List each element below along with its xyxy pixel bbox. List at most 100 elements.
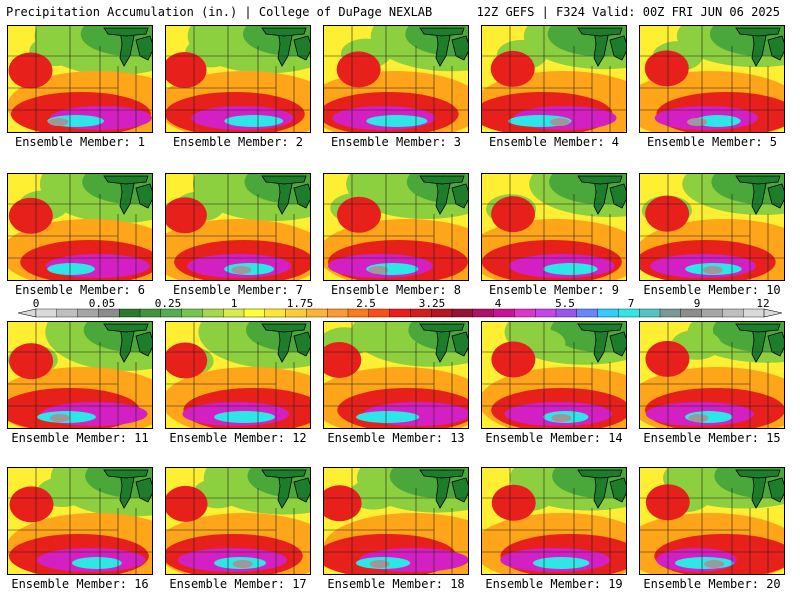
lake-superior [103, 27, 149, 37]
member-caption-label: Ensemble Member: [14, 135, 131, 149]
colorbar-swatch [555, 308, 578, 318]
member-number: 20 [766, 577, 781, 591]
member-caption-label: Ensemble Member: [14, 283, 131, 297]
ensemble-member-map [7, 467, 153, 575]
ensemble-member-map [639, 173, 785, 281]
ensemble-member-map [481, 321, 627, 429]
member-caption-label: Ensemble Member: [169, 577, 285, 591]
field-red-west [491, 341, 536, 378]
colorbar-tick-label: 0 [33, 297, 40, 310]
precip-field [8, 26, 152, 132]
field-cyan [224, 115, 284, 127]
precip-field [640, 174, 784, 280]
member-caption-label: Ensemble Member: [646, 135, 763, 149]
precip-field [166, 174, 310, 280]
colorbar-swatch [576, 308, 599, 318]
colorbar-swatch [597, 308, 619, 318]
ensemble-member-map [165, 321, 311, 429]
member-number: 17 [292, 577, 307, 591]
lake-huron [293, 35, 310, 61]
member-caption-label: Ensemble Member: [169, 431, 285, 445]
colorbar-swatch [493, 308, 515, 318]
member-caption: Ensemble Member: 1 [1, 135, 159, 149]
precip-field [640, 26, 784, 132]
member-number: 14 [608, 431, 623, 445]
member-caption: Ensemble Member: 9 [475, 283, 633, 297]
field-gray [688, 414, 709, 422]
lake-superior [735, 469, 781, 479]
precip-field [640, 468, 784, 574]
ensemble-member-map [481, 25, 627, 133]
member-caption-label: Ensemble Member: [643, 577, 759, 591]
ensemble-member-map [7, 25, 153, 133]
colorbar-swatch [160, 308, 183, 318]
precip-field [8, 174, 152, 280]
field-red-west [491, 484, 536, 521]
field-gray [368, 266, 389, 274]
precip-field [482, 174, 626, 280]
field-gray [687, 118, 708, 126]
member-caption: Ensemble Member: 6 [1, 283, 159, 297]
colorbar-swatch [659, 308, 682, 318]
lake-huron [451, 35, 468, 61]
lake-superior [261, 175, 307, 185]
member-caption-label: Ensemble Member: [485, 577, 601, 591]
lake-superior [261, 27, 307, 37]
lake-superior [261, 323, 307, 333]
member-caption: Ensemble Member: 4 [475, 135, 633, 149]
colorbar-swatch [306, 308, 328, 318]
field-cyan [47, 263, 95, 275]
colorbar-swatch [618, 308, 640, 318]
colorbar-swatch [56, 308, 79, 318]
colorbar-swatch [327, 308, 349, 318]
lake-huron [451, 331, 468, 357]
colorbar-swatch [264, 308, 287, 318]
colorbar-swatch [389, 308, 411, 318]
field-gray [549, 118, 570, 126]
member-number: 2 [295, 135, 304, 149]
colorbar-swatch [514, 308, 536, 318]
member-caption: Ensemble Member: 7 [159, 283, 317, 297]
colorbar-swatch [118, 308, 141, 318]
precip-field [166, 468, 310, 574]
member-caption: Ensemble Member: 18 [317, 577, 475, 591]
field-red-west [166, 342, 208, 379]
ensemble-member-map [7, 173, 153, 281]
colorbar-swatch [285, 308, 307, 318]
colorbar-swatch [535, 308, 557, 318]
precip-colorbar: 0 0.05 0.25 1 1.75 2.5 3.25 4 5.5 7 9 12 [17, 297, 783, 318]
lake-superior [577, 469, 623, 479]
colorbar-min-arrow [17, 308, 37, 318]
colorbar-swatch [77, 308, 99, 318]
field-gray [551, 414, 572, 422]
member-caption-label: Ensemble Member: [327, 431, 443, 445]
precip-field [324, 322, 468, 428]
colorbar-tick-label: 9 [694, 297, 701, 310]
colorbar-max-arrow [763, 308, 783, 318]
member-caption: Ensemble Member: 16 [1, 577, 159, 591]
member-caption-label: Ensemble Member: [172, 135, 289, 149]
colorbar-swatch [431, 308, 453, 318]
model-run-info: 12Z GEFS | F324 Valid: 00Z FRI JUN 06 20… [476, 5, 780, 19]
ensemble-member-map [165, 467, 311, 575]
field-cyan [71, 557, 122, 569]
map-title: Precipitation Accumulation (in.) | Colle… [6, 5, 433, 19]
field-gray [232, 560, 253, 568]
ensemble-member-map [639, 25, 785, 133]
member-number: 19 [608, 577, 623, 591]
field-red-west [336, 51, 381, 88]
field-gray [369, 560, 390, 568]
colorbar-swatch [639, 308, 661, 318]
colorbar-swatch [347, 308, 370, 318]
member-caption-label: Ensemble Member: [485, 431, 601, 445]
colorbar-swatch [243, 308, 266, 318]
ensemble-member-map [7, 321, 153, 429]
field-gray [704, 560, 725, 568]
colorbar-swatch [743, 308, 765, 318]
member-number: 8 [453, 283, 462, 297]
lake-superior [735, 175, 781, 185]
member-caption-label: Ensemble Member: [330, 135, 447, 149]
field-gray [702, 266, 723, 274]
field-red-west [336, 196, 381, 233]
member-number: 9 [611, 283, 620, 297]
